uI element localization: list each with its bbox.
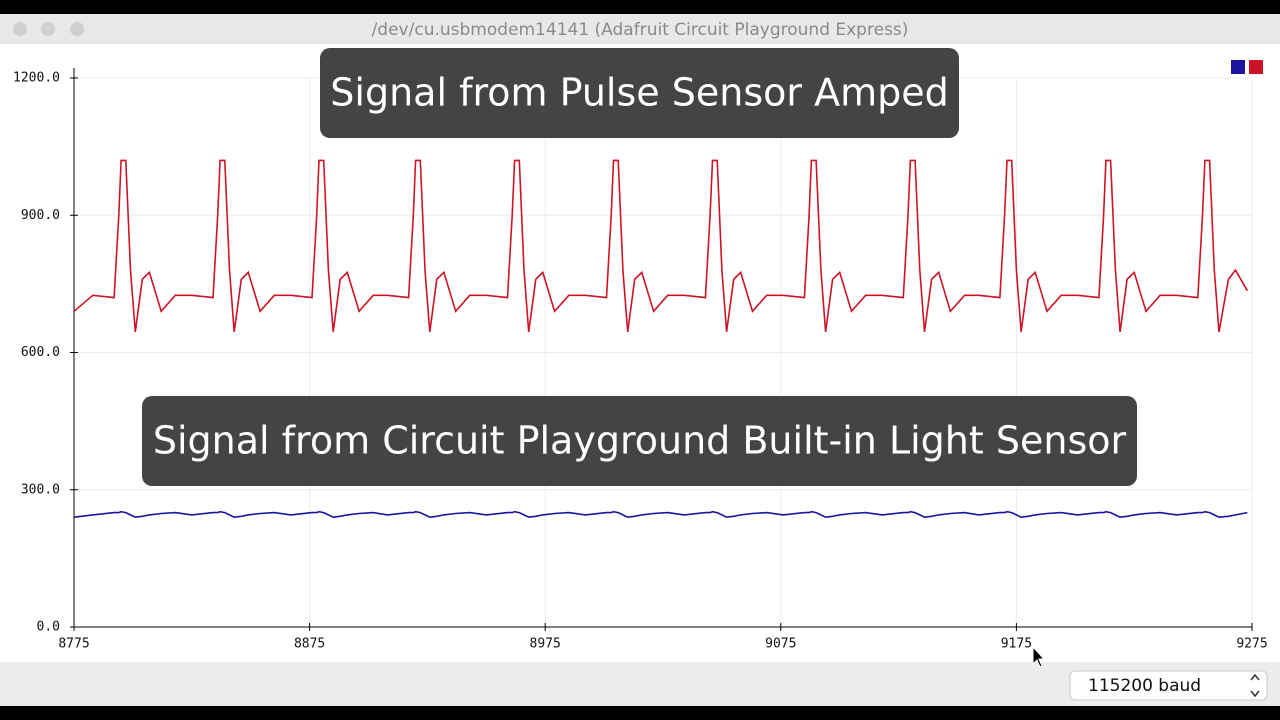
x-tick-label: 8875 <box>294 637 325 652</box>
close-button[interactable] <box>13 22 27 36</box>
zoom-button[interactable] <box>70 22 84 36</box>
y-tick-label: 300.0 <box>21 482 60 497</box>
series-line <box>73 159 1248 333</box>
legend-swatch <box>1231 60 1245 74</box>
annotation-box <box>142 396 1137 486</box>
x-tick-label: 8975 <box>530 637 561 652</box>
y-tick-label: 0.0 <box>37 620 60 635</box>
annotation: Signal from Circuit Playground Built-in … <box>153 419 1127 463</box>
window-title: /dev/cu.usbmodem14141 (Adafruit Circuit … <box>372 20 909 40</box>
y-tick-label: 1200.0 <box>13 71 60 86</box>
select-arrows <box>1250 673 1260 698</box>
baud-select[interactable] <box>1069 670 1268 701</box>
plot: 0.0 300.0 600.0 900.0 1200.0 8775 8875 8975 9075… <box>13 48 1268 652</box>
x-tick-label: 9275 <box>1236 637 1267 652</box>
series-line <box>73 510 1248 519</box>
title-bar <box>0 14 1280 44</box>
x-tick-label: 9175 <box>1001 637 1032 652</box>
legend-swatch <box>1249 60 1263 74</box>
x-tick-label: 8775 <box>58 637 89 652</box>
baud-label: 115200 baud <box>1088 676 1201 696</box>
annotation-box <box>320 48 959 138</box>
y-tick-label: 600.0 <box>21 345 60 360</box>
x-tick-label: 9075 <box>765 637 796 652</box>
annotation: Signal from Pulse Sensor Amped <box>330 71 948 115</box>
status-bar <box>0 662 1280 706</box>
cursor <box>1032 645 1046 668</box>
y-tick-label: 900.0 <box>21 208 60 223</box>
minimize-button[interactable] <box>41 22 55 36</box>
